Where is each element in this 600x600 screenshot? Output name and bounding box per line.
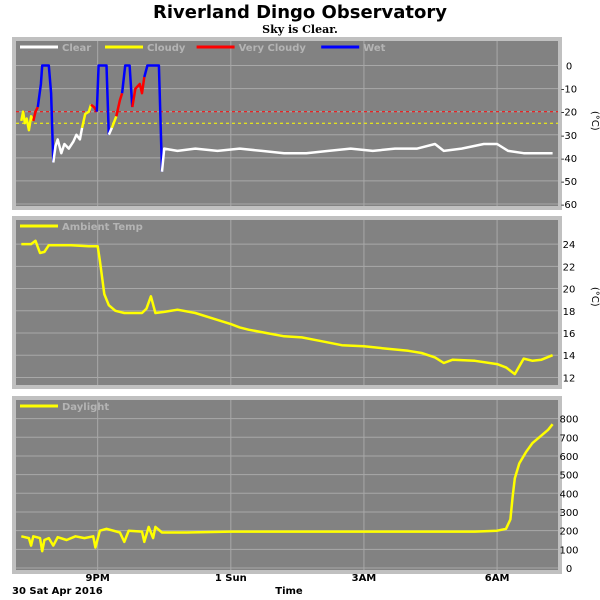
date-label: 30 Sat Apr 2016 bbox=[12, 586, 103, 597]
x-tick-label: 1 Sun bbox=[215, 573, 247, 584]
y-unit-label: (°C) bbox=[589, 287, 600, 307]
y-tick-label: 24 bbox=[563, 240, 576, 251]
y-tick-label: -10 bbox=[561, 85, 577, 96]
chart-panels: 0 -10 -20 -30 -40 -50 -60 (°C) Clear Cloudy Very C… bbox=[12, 37, 600, 584]
x-tick-label: 6AM bbox=[485, 573, 510, 584]
legend-entry: Daylight bbox=[62, 402, 109, 413]
y-unit-label: (°C) bbox=[589, 111, 600, 131]
x-tick-label: 9PM bbox=[86, 573, 110, 584]
x-axis-title: Time bbox=[275, 586, 303, 597]
y-tick-label: 100 bbox=[559, 545, 578, 556]
y-tick-label: 14 bbox=[563, 351, 576, 362]
daylight-panel: 800 700 600 500 400 300 200 100 0 Daylight bbox=[12, 396, 579, 575]
series-line-wet bbox=[36, 64, 55, 163]
series-line-very-cloudy bbox=[32, 106, 39, 122]
legend-entry: Wet bbox=[363, 43, 385, 54]
legend-entry: Clear bbox=[62, 43, 91, 54]
series-line-cloudy bbox=[20, 110, 35, 132]
legend-entry: Ambient Temp bbox=[62, 222, 143, 233]
y-tick-label: -60 bbox=[561, 200, 577, 211]
series-line-very-cloudy bbox=[115, 92, 124, 117]
x-tick-label: 3AM bbox=[352, 573, 377, 584]
legend-entry: Very Cloudy bbox=[239, 43, 307, 54]
series-line-wet bbox=[120, 64, 134, 108]
y-tick-label: 200 bbox=[559, 527, 578, 538]
series-line-cloudy bbox=[80, 104, 93, 129]
y-tick-label: -30 bbox=[561, 131, 577, 142]
series-line-ambient-temp bbox=[21, 239, 554, 376]
ambient-panel: 24 22 20 18 16 14 12 (°C) Ambient Temp bbox=[12, 216, 600, 389]
series-line-wet bbox=[143, 64, 164, 172]
y-tick-label: 600 bbox=[559, 452, 578, 463]
y-tick-label: 500 bbox=[559, 471, 578, 482]
y-tick-label: 300 bbox=[559, 508, 578, 519]
y-tick-label: -50 bbox=[561, 177, 577, 188]
y-tick-label: 800 bbox=[559, 415, 578, 426]
ambient-plot-area bbox=[16, 220, 558, 385]
legend-entry: Cloudy bbox=[147, 43, 186, 54]
series-line-clear bbox=[107, 127, 114, 136]
y-tick-label: 12 bbox=[563, 373, 576, 384]
y-tick-label: 16 bbox=[563, 329, 576, 340]
series-line-clear bbox=[160, 142, 553, 172]
daylight-plot-area bbox=[16, 400, 558, 570]
y-tick-label: 0 bbox=[566, 62, 572, 73]
y-tick-label: 22 bbox=[563, 262, 576, 273]
page-title: Riverland Dingo Observatory bbox=[153, 2, 447, 23]
y-tick-label: 700 bbox=[559, 433, 578, 444]
y-tick-label: -20 bbox=[561, 108, 577, 119]
series-line-daylight bbox=[21, 423, 554, 553]
y-tick-label: 0 bbox=[566, 564, 572, 575]
sky-status: Sky is Clear. bbox=[262, 23, 338, 36]
y-tick-label: 20 bbox=[563, 285, 576, 296]
series-line-wet bbox=[95, 64, 111, 135]
y-tick-label: 18 bbox=[563, 307, 576, 318]
y-tick-label: 400 bbox=[559, 489, 578, 500]
sky-panel: 0 -10 -20 -30 -40 -50 -60 (°C) Clear Cloudy Very C… bbox=[12, 37, 600, 211]
series-line-very-cloudy bbox=[131, 76, 146, 108]
series-line-cloudy bbox=[110, 115, 118, 129]
y-tick-label: -40 bbox=[561, 154, 577, 165]
series-line-clear bbox=[52, 127, 84, 163]
